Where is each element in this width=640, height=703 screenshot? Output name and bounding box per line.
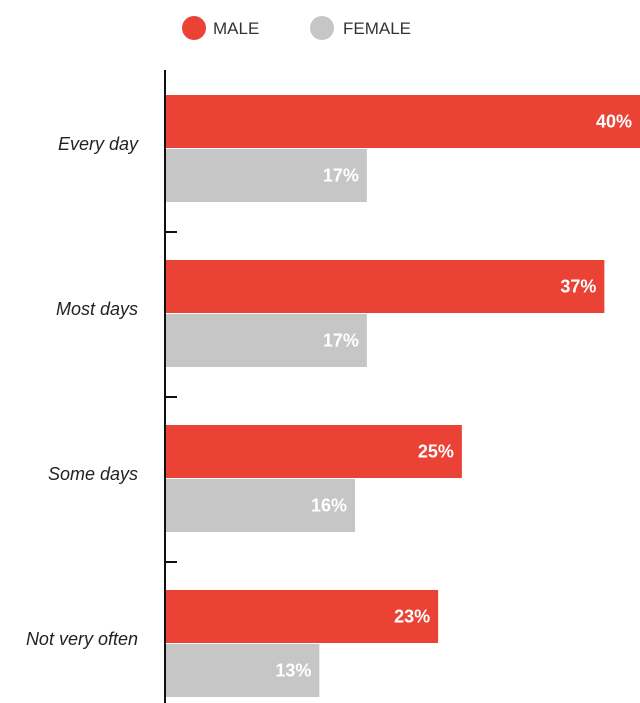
legend-label-female: FEMALE (343, 19, 411, 38)
legend-label-male: MALE (213, 19, 259, 38)
category-label-3: Not very often (26, 629, 138, 649)
data-label-male-3: 23% (394, 607, 430, 627)
bar-male-1 (165, 260, 605, 313)
data-label-female-2: 16% (311, 496, 347, 516)
data-label-female-1: 17% (323, 331, 359, 351)
data-label-female-3: 13% (275, 661, 311, 681)
bar-female-1 (165, 314, 367, 367)
bars-group: 40% 17% 37% 17% 25% 16% 23% 13% (165, 95, 640, 697)
bar-male-3 (165, 590, 439, 643)
legend: MALE FEMALE (182, 16, 411, 40)
bar-female-2 (165, 479, 355, 532)
category-label-0: Every day (58, 134, 139, 154)
legend-marker-male (182, 16, 206, 40)
bar-male-0 (165, 95, 640, 148)
data-label-male-1: 37% (560, 277, 596, 297)
category-label-1: Most days (56, 299, 138, 319)
data-label-male-0: 40% (596, 112, 632, 132)
bar-female-3 (165, 644, 320, 697)
data-label-female-0: 17% (323, 166, 359, 186)
legend-marker-female (310, 16, 334, 40)
bar-male-2 (165, 425, 462, 478)
category-axis: Every day Most days Some days Not very ofte… (26, 70, 177, 703)
bar-female-0 (165, 149, 367, 202)
category-label-2: Some days (48, 464, 138, 484)
data-label-male-2: 25% (418, 442, 454, 462)
